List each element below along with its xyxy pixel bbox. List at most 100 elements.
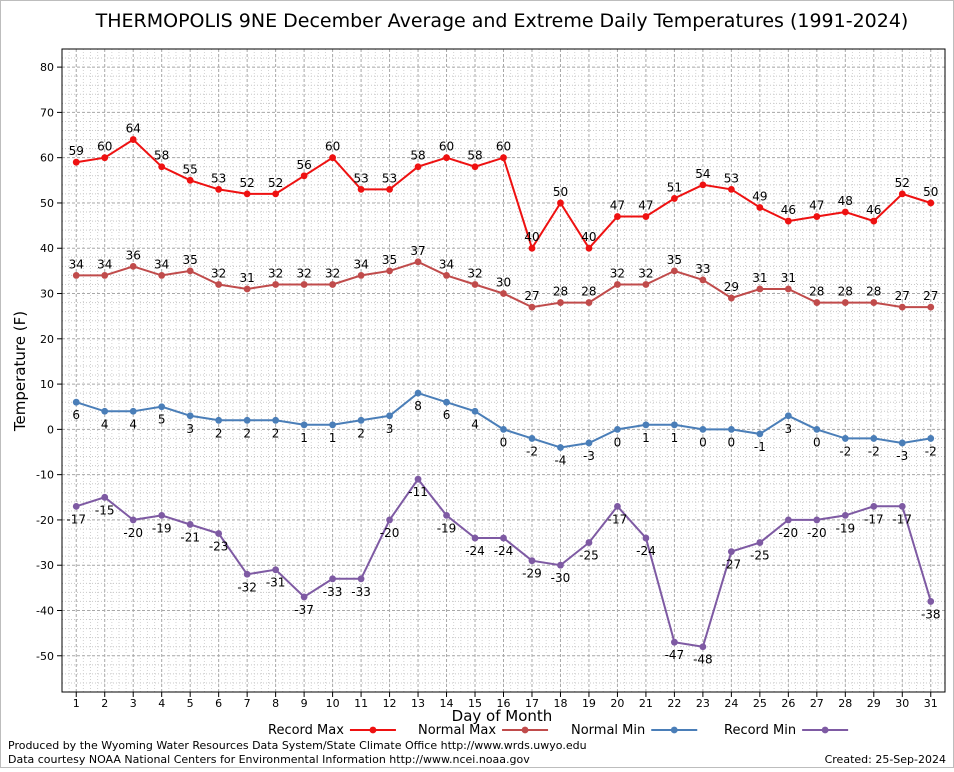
data-point xyxy=(101,272,109,279)
data-point xyxy=(414,163,422,171)
data-point xyxy=(614,281,621,288)
data-label: 52 xyxy=(895,176,910,190)
data-label: 46 xyxy=(781,203,796,217)
data-label: 53 xyxy=(724,171,739,185)
y-tick-label: 20 xyxy=(40,333,54,346)
data-label: -2 xyxy=(868,444,880,458)
data-point xyxy=(784,217,792,225)
data-label: -37 xyxy=(294,603,314,617)
data-label: 31 xyxy=(752,271,767,285)
data-point xyxy=(642,213,650,220)
y-tick-label: -40 xyxy=(36,604,54,617)
data-point xyxy=(727,185,735,193)
data-label: -25 xyxy=(750,549,770,563)
data-point xyxy=(215,530,223,537)
x-tick-label: 11 xyxy=(354,697,368,710)
data-label: 34 xyxy=(439,257,454,271)
data-point xyxy=(186,412,194,420)
series-record-max: 59 60 64 58 55 53 52 52 56 60 53 53 58 60 58 60 40 50 40 47… xyxy=(69,122,938,252)
data-label: 27 xyxy=(895,289,910,303)
data-point xyxy=(813,299,821,306)
x-tick-label: 30 xyxy=(895,697,909,710)
data-point xyxy=(528,244,536,252)
data-label: 4 xyxy=(129,417,137,431)
data-label: -17 xyxy=(608,512,628,526)
data-point xyxy=(414,475,422,483)
data-point xyxy=(756,430,764,438)
data-point xyxy=(870,502,878,510)
data-label: 55 xyxy=(183,162,198,176)
data-label: -19 xyxy=(152,521,172,535)
data-label: 27 xyxy=(524,289,539,303)
data-label: 1 xyxy=(300,431,308,445)
data-label: -2 xyxy=(839,444,851,458)
data-point xyxy=(129,516,137,524)
data-label: 47 xyxy=(638,199,653,213)
data-point xyxy=(671,195,678,202)
data-label: -21 xyxy=(180,530,200,544)
data-label: -47 xyxy=(665,648,685,662)
data-point xyxy=(443,512,450,519)
data-point xyxy=(129,136,137,143)
data-point xyxy=(443,272,450,279)
data-label: -2 xyxy=(526,444,538,458)
data-label: 34 xyxy=(69,257,84,271)
y-tick-label: 10 xyxy=(40,378,54,391)
data-label: 35 xyxy=(382,253,397,267)
data-label: 0 xyxy=(813,435,821,449)
data-point xyxy=(329,575,336,583)
data-point xyxy=(414,258,422,266)
data-point xyxy=(243,416,251,424)
data-label: 33 xyxy=(695,262,710,276)
data-point xyxy=(158,272,166,279)
data-point xyxy=(386,516,393,524)
data-point xyxy=(699,276,707,284)
data-point xyxy=(101,154,109,162)
x-tick-label: 6 xyxy=(215,697,222,710)
data-label: 46 xyxy=(866,203,881,217)
data-label: 49 xyxy=(752,189,767,203)
data-point xyxy=(300,281,308,288)
data-point xyxy=(300,172,308,180)
data-label: 48 xyxy=(838,194,853,208)
data-label: 3 xyxy=(186,422,194,436)
x-tick-label: 19 xyxy=(582,697,596,710)
data-label: -31 xyxy=(266,576,286,590)
data-point xyxy=(300,593,308,601)
data-label: -3 xyxy=(896,449,908,463)
data-label: -20 xyxy=(123,526,143,540)
data-label: 32 xyxy=(268,266,283,280)
data-point xyxy=(642,534,650,542)
data-label: 0 xyxy=(699,435,707,449)
data-point xyxy=(642,421,650,429)
data-label: -1 xyxy=(754,440,766,454)
data-label: 8 xyxy=(414,399,422,413)
data-label: 35 xyxy=(183,253,198,267)
data-point xyxy=(841,512,849,519)
data-label: 1 xyxy=(671,431,679,445)
data-point xyxy=(414,389,422,397)
data-point xyxy=(386,267,393,275)
data-point xyxy=(528,557,536,565)
data-label: 32 xyxy=(296,266,311,280)
data-label: -23 xyxy=(209,540,229,554)
data-label: 64 xyxy=(126,122,141,136)
data-label: 32 xyxy=(211,266,226,280)
data-label: 34 xyxy=(154,257,169,271)
x-tick-label: 4 xyxy=(158,697,165,710)
data-point xyxy=(927,303,935,311)
data-label: -24 xyxy=(636,544,656,558)
data-point xyxy=(186,267,194,275)
x-tick-label: 26 xyxy=(781,697,795,710)
data-point xyxy=(129,262,137,270)
data-label: 60 xyxy=(97,140,112,154)
data-label: -33 xyxy=(351,585,371,599)
data-point xyxy=(243,570,251,578)
created-date: Created: 25-Sep-2024 xyxy=(825,753,946,766)
x-tick-label: 18 xyxy=(553,697,567,710)
data-point xyxy=(898,303,906,311)
x-tick-label: 28 xyxy=(838,697,852,710)
data-point xyxy=(500,154,507,162)
data-point xyxy=(158,512,166,519)
data-label: 5 xyxy=(158,413,166,427)
